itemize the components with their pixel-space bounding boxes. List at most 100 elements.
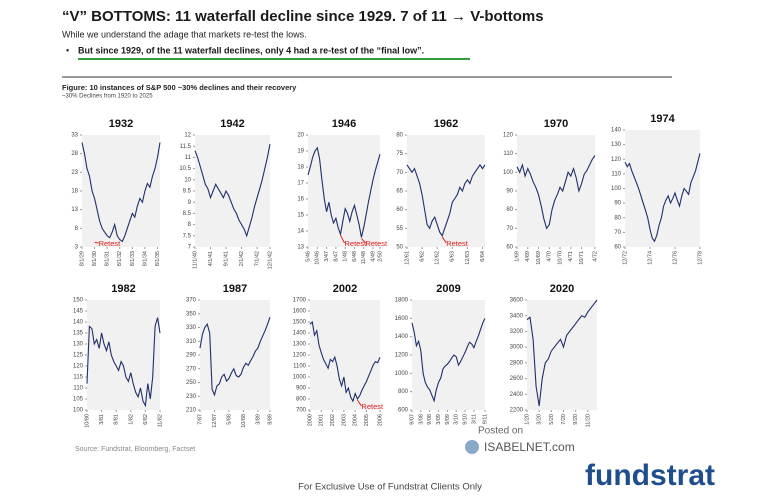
y-tick-label: 9: [188, 200, 192, 206]
x-tick-label: 12/72: [622, 251, 628, 265]
y-tick-label: 145: [73, 309, 84, 315]
y-tick-label: 8.5: [183, 211, 192, 217]
plot-area: [200, 300, 270, 410]
y-tick-label: 125: [73, 353, 84, 359]
x-tick-label: 5/46: [305, 251, 311, 262]
y-tick-label: 55: [396, 226, 403, 232]
annotation-label: Retest: [345, 239, 368, 248]
y-tick-label: 330: [186, 325, 197, 331]
x-tick-label: 12/61: [404, 251, 410, 265]
watermark-line2: ISABELNET.com: [484, 440, 575, 454]
y-tick-label: 13: [297, 245, 304, 251]
y-tick-label: 100: [611, 186, 622, 192]
x-tick-label: 6/48: [352, 251, 358, 262]
y-tick-label: 9.5: [183, 189, 192, 195]
plot-area: [82, 135, 160, 247]
y-tick-label: 10.5: [179, 166, 191, 172]
x-tick-label: 11/20: [585, 414, 591, 427]
x-tick-label: 8/1/29: [79, 251, 85, 266]
x-tick-label: 4/1/41: [208, 251, 214, 266]
y-tick-label: 1500: [293, 320, 307, 326]
y-tick-label: 1200: [395, 353, 409, 359]
y-tick-label: 1600: [293, 309, 307, 315]
y-tick-label: 90: [614, 201, 621, 207]
annotation-label: Retest: [365, 239, 388, 248]
y-tick-label: 1400: [293, 331, 307, 337]
bullet-text: But since 1929, of the 11 waterfall decl…: [78, 45, 424, 55]
x-tick-label: 8/47: [333, 251, 339, 262]
x-tick-label: 2004: [353, 414, 359, 426]
annotation-arrow: [361, 238, 366, 244]
y-tick-label: 290: [186, 353, 197, 359]
y-tick-label: 90: [506, 189, 513, 195]
x-tick-label: 9/09: [445, 414, 451, 425]
annotation-label: Retest: [361, 402, 384, 411]
x-tick-label: 12/76: [672, 251, 678, 265]
x-tick-label: 2/1/42: [239, 251, 245, 266]
plot-area: [407, 135, 485, 247]
y-tick-label: 350: [186, 311, 197, 317]
y-tick-label: 130: [611, 142, 622, 148]
annotation-arrow: [340, 234, 345, 244]
x-tick-label: 7/1/42: [255, 251, 261, 266]
x-tick-label: 3/20: [537, 414, 543, 425]
y-tick-label: 100: [503, 170, 514, 176]
y-tick-label: 2400: [510, 392, 524, 398]
y-tick-label: 110: [611, 171, 621, 177]
x-tick-label: 3/09: [436, 414, 442, 425]
y-tick-label: 50: [396, 245, 403, 251]
x-tick-label: 8/1/34: [142, 251, 148, 266]
chart-title: 2002: [333, 283, 357, 295]
x-tick-label: 4/70: [547, 251, 553, 262]
plot-area: [195, 135, 270, 247]
y-tick-label: 1400: [395, 334, 409, 340]
y-tick-label: 3400: [510, 313, 524, 319]
y-tick-label: 370: [186, 298, 197, 304]
y-tick-label: 14: [297, 229, 304, 235]
y-tick-label: 120: [611, 157, 622, 163]
chart-title: 2009: [436, 283, 460, 295]
x-tick-label: 4/71: [568, 251, 574, 262]
x-tick-label: 6/63: [450, 251, 456, 262]
x-tick-label: 8/1/30: [92, 251, 98, 266]
x-tick-label: 2005: [364, 414, 370, 426]
price-line: [199, 317, 271, 397]
x-tick-label: 11/1/40: [192, 251, 198, 269]
y-tick-label: 33: [71, 133, 78, 139]
y-tick-label: 10: [184, 177, 191, 183]
y-tick-label: 3: [75, 245, 79, 251]
y-tick-label: 75: [396, 151, 403, 157]
y-tick-label: 700: [296, 408, 307, 414]
x-tick-label: 10/46: [315, 251, 321, 265]
y-tick-label: 11: [185, 155, 192, 161]
x-tick-label: 12/74: [647, 251, 653, 265]
x-tick-label: 4/69: [525, 251, 531, 262]
y-tick-label: 80: [506, 207, 513, 213]
x-tick-label: 8/81: [114, 414, 120, 425]
x-tick-label: 1/69: [514, 251, 520, 262]
y-tick-label: 18: [297, 165, 304, 171]
x-tick-label: 8/89: [267, 414, 273, 425]
x-tick-label: 3/89: [255, 414, 261, 425]
x-tick-label: 8/1/35: [155, 251, 161, 266]
x-tick-label: 3/10: [454, 414, 460, 425]
x-tick-label: 11/48: [361, 251, 367, 264]
y-tick-label: 11.5: [180, 144, 192, 150]
y-tick-label: 8: [188, 222, 192, 228]
plot-area: [517, 135, 595, 247]
y-tick-label: 3200: [510, 329, 524, 335]
x-tick-label: 2006: [377, 414, 383, 426]
x-tick-label: 9/11: [482, 414, 488, 424]
x-tick-label: 12/78: [697, 251, 703, 265]
logo: fundstrat: [585, 459, 715, 492]
y-tick-label: 60: [506, 245, 513, 251]
x-tick-label: 3/08: [418, 414, 424, 425]
subtitle: While we understand the adage that marke…: [62, 29, 307, 39]
y-tick-label: 1600: [395, 316, 409, 322]
y-tick-label: 60: [396, 207, 403, 213]
x-tick-label: 5/88: [226, 414, 232, 425]
y-tick-label: 900: [296, 386, 307, 392]
x-tick-label: 10/69: [536, 251, 542, 265]
watermark-line1: Posted on: [478, 426, 523, 437]
